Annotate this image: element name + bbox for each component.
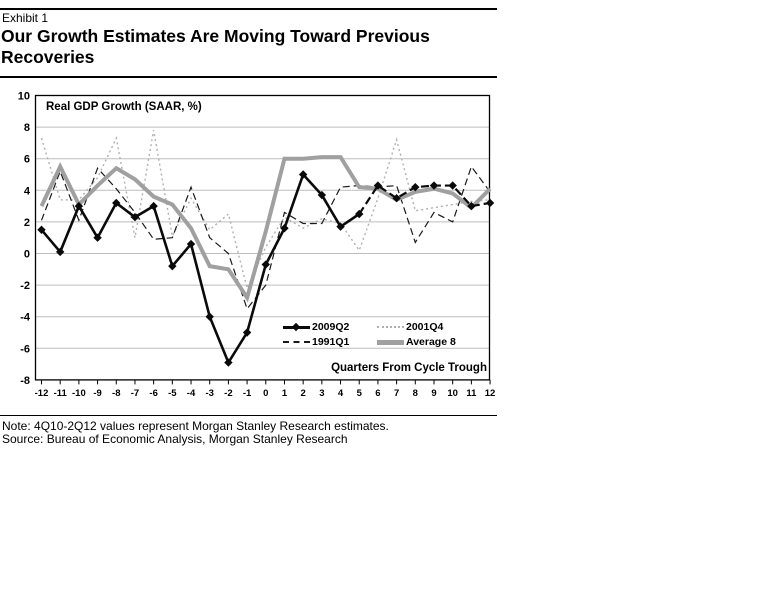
x-tick-label: -2 xyxy=(224,388,232,399)
x-tick-label: -11 xyxy=(54,388,68,399)
diamond-marker-icon xyxy=(298,170,308,179)
diamond-marker-icon xyxy=(317,190,327,200)
legend-item-2009q2: 2009Q2 xyxy=(283,320,349,334)
diamond-marker-icon xyxy=(429,181,439,190)
x-tick-label: 12 xyxy=(485,388,496,399)
source-text: Source: Bureau of Economic Analysis, Mor… xyxy=(2,432,348,446)
legend-label: 2001Q4 xyxy=(406,321,444,333)
y-tick-label: 8 xyxy=(24,122,30,134)
x-tick-label: -7 xyxy=(131,388,139,399)
y-tick-label: -4 xyxy=(20,312,31,324)
diamond-marker-icon xyxy=(411,182,420,192)
diamond-marker-icon xyxy=(74,201,84,211)
x-tick-label: 5 xyxy=(357,388,363,399)
diamond-marker-icon xyxy=(291,322,301,332)
x-tick-label: 9 xyxy=(431,388,436,399)
x-tick-label: 4 xyxy=(338,388,344,399)
legend-item-2001q4: 2001Q4 xyxy=(377,320,443,334)
legend-label: 2009Q2 xyxy=(312,321,350,333)
x-tick-label: -3 xyxy=(205,388,213,399)
x-tick-label: -6 xyxy=(149,388,157,399)
diamond-marker-icon xyxy=(112,198,121,208)
y-tick-label: -2 xyxy=(20,280,30,292)
x-tick-label: 8 xyxy=(413,388,418,399)
diamond-marker-icon xyxy=(130,212,140,222)
diamond-marker-icon xyxy=(168,261,177,271)
x-tick-label: 10 xyxy=(447,388,458,399)
diamond-marker-icon xyxy=(242,328,252,337)
y-tick-label: -8 xyxy=(20,375,30,387)
diamond-marker-icon xyxy=(392,194,401,203)
line-swatch-dotted-icon xyxy=(377,326,404,328)
y-tick-label: 2 xyxy=(24,217,30,229)
x-tick-label: -10 xyxy=(72,388,86,399)
plot-frame xyxy=(34,94,491,381)
gdp-growth-chart: Real GDP Growth (SAAR, %) Quarters From … xyxy=(18,91,496,399)
chart-title: Real GDP Growth (SAAR, %) xyxy=(46,101,202,113)
line-swatch-solid-diamond-icon xyxy=(283,322,310,332)
diamond-marker-icon xyxy=(37,225,46,234)
diamond-marker-icon xyxy=(186,239,196,249)
diamond-marker-icon xyxy=(224,358,233,367)
note-rule xyxy=(0,415,497,416)
x-tick-label: 0 xyxy=(263,388,268,399)
diamond-marker-icon xyxy=(205,312,214,321)
diamond-marker-icon xyxy=(280,224,289,233)
x-tick-label: -8 xyxy=(112,388,120,399)
x-tick-label: -4 xyxy=(187,388,196,399)
header-rule-top xyxy=(0,8,497,10)
y-tick-label: 6 xyxy=(24,154,30,166)
y-tick-label: 10 xyxy=(18,91,30,103)
x-tick-label: -12 xyxy=(35,388,49,399)
x-tick-label: 6 xyxy=(375,388,380,399)
diamond-marker-icon xyxy=(355,209,364,219)
page-title: Our Growth Estimates Are Moving Toward P… xyxy=(1,26,430,67)
x-tick-label: 11 xyxy=(466,388,477,399)
note-text: Note: 4Q10-2Q12 values represent Morgan … xyxy=(2,419,389,433)
y-tick-label: 0 xyxy=(24,249,30,261)
x-tick-label: 3 xyxy=(319,388,324,399)
legend-item-average8: Average 8 xyxy=(377,335,456,349)
series-average8-line xyxy=(39,155,492,303)
x-axis-title: Quarters From Cycle Trough xyxy=(331,362,487,374)
x-tick-label: -1 xyxy=(243,388,252,399)
legend-item-1991q1: 1991Q1 xyxy=(283,335,349,349)
diamond-marker-icon xyxy=(336,222,345,231)
diamond-marker-icon xyxy=(149,201,158,211)
diamond-marker-icon xyxy=(373,181,383,190)
diamond-marker-icon xyxy=(448,181,457,190)
x-tick-label: -9 xyxy=(93,388,101,399)
series-2009q2-actual-line xyxy=(40,172,360,366)
header-rule-bottom xyxy=(0,76,497,78)
x-tick-label: 1 xyxy=(282,388,288,399)
x-tick-label: 7 xyxy=(394,388,399,399)
diamond-marker-icon xyxy=(485,198,495,208)
diamond-marker-icon xyxy=(261,260,270,269)
series-1991q1-line xyxy=(40,165,491,311)
exhibit-label: Exhibit 1 xyxy=(2,11,49,25)
x-tick-label: -5 xyxy=(168,388,177,399)
y-tick-label: 4 xyxy=(24,185,31,197)
diamond-marker-icon xyxy=(93,233,102,242)
diamond-marker-icon xyxy=(55,247,65,257)
line-swatch-dashed-icon xyxy=(283,341,310,343)
series-2009q2-estimate-line xyxy=(358,184,491,215)
x-tick-label: 2 xyxy=(301,388,306,399)
legend-label: Average 8 xyxy=(406,336,456,348)
line-swatch-thick-gray-icon xyxy=(377,339,404,345)
series-2001q4-line xyxy=(40,130,491,291)
legend-label: 1991Q1 xyxy=(312,336,350,348)
y-tick-label: -6 xyxy=(20,343,30,355)
diamond-marker-icon xyxy=(467,201,476,211)
